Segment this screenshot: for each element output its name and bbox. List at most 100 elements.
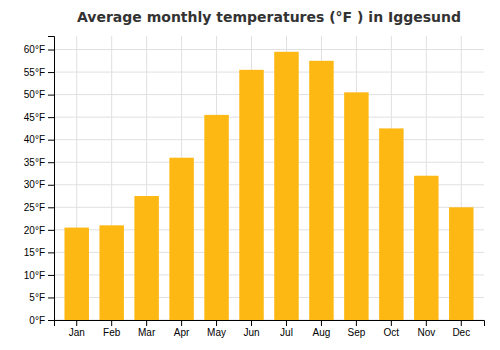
y-tick-mark bbox=[48, 140, 54, 141]
x-tick-mark bbox=[146, 320, 147, 326]
x-tick: Nov bbox=[417, 320, 435, 338]
x-tick-mark bbox=[216, 320, 217, 326]
grid-line-y bbox=[54, 117, 484, 118]
x-tick-mark bbox=[76, 320, 77, 326]
y-tick: 30°F bbox=[24, 179, 54, 190]
x-tick-label: Oct bbox=[384, 327, 400, 338]
y-tick: 10°F bbox=[24, 270, 54, 281]
y-tick: 15°F bbox=[24, 247, 54, 258]
y-tick-label: 55°F bbox=[24, 67, 45, 78]
y-tick-label: 45°F bbox=[24, 112, 45, 123]
x-tick: Dec bbox=[452, 320, 470, 338]
y-tick: 60°F bbox=[24, 44, 54, 55]
y-tick: 40°F bbox=[24, 134, 54, 145]
y-tick-label: 35°F bbox=[24, 157, 45, 168]
x-tick-mark bbox=[426, 320, 427, 326]
y-tick: 55°F bbox=[24, 67, 54, 78]
y-tick: 45°F bbox=[24, 112, 54, 123]
y-tick: 20°F bbox=[24, 225, 54, 236]
x-tick-mark bbox=[251, 320, 252, 326]
y-tick-mark bbox=[48, 252, 54, 253]
y-tick: 35°F bbox=[24, 157, 54, 168]
y-tick-label: 0°F bbox=[29, 315, 45, 326]
x-tick: Mar bbox=[138, 320, 156, 338]
bar bbox=[99, 225, 123, 320]
x-tick: Apr bbox=[174, 320, 190, 338]
x-tick-mark bbox=[391, 320, 392, 326]
x-tick-mark bbox=[356, 320, 357, 326]
bar bbox=[309, 61, 333, 320]
title: Average monthly temperatures (°F ) in Ig… bbox=[77, 9, 461, 25]
bar bbox=[414, 176, 438, 320]
x-axis: Jan Feb Mar Apr May Jun Jul Aug Sep Oct Nov Dec bbox=[55, 320, 485, 338]
y-tick-label: 20°F bbox=[24, 225, 45, 236]
y-tick-mark bbox=[48, 95, 54, 96]
x-tick-mark bbox=[181, 320, 182, 326]
bar bbox=[204, 115, 228, 320]
y-axis-line bbox=[48, 37, 55, 321]
x-tick: Feb bbox=[103, 320, 121, 338]
x-tick: Jun bbox=[243, 320, 259, 338]
y-tick-label: 40°F bbox=[24, 134, 45, 145]
x-axis-line bbox=[55, 321, 485, 327]
grid-line-y bbox=[54, 162, 484, 163]
y-tick-label: 25°F bbox=[24, 202, 45, 213]
grid-line-y bbox=[54, 49, 484, 50]
x-tick: May bbox=[207, 320, 226, 338]
chart: 0°F 5°F 10°F 15°F 20°F 25°F 30°F 35°F 40°F 45°F 50… bbox=[0, 0, 500, 350]
plot: 0°F 5°F 10°F 15°F 20°F 25°F 30°F 35°F 40°F 45°F 50… bbox=[24, 36, 485, 338]
bar bbox=[64, 228, 88, 320]
x-tick-label: Jul bbox=[280, 327, 293, 338]
bar bbox=[449, 207, 473, 320]
bar bbox=[169, 158, 193, 320]
grid-line-y bbox=[54, 72, 484, 73]
bars bbox=[64, 52, 473, 320]
y-tick-mark bbox=[48, 50, 54, 51]
x-tick-label: Apr bbox=[174, 327, 190, 338]
grid bbox=[54, 36, 484, 320]
x-tick: Sep bbox=[347, 320, 365, 338]
y-tick-mark bbox=[48, 320, 54, 321]
y-tick-mark bbox=[48, 185, 54, 186]
x-tick-label: Jun bbox=[243, 327, 259, 338]
bar bbox=[274, 52, 298, 320]
x-tick-label: Feb bbox=[103, 327, 121, 338]
y-tick-mark bbox=[48, 230, 54, 231]
y-tick: 25°F bbox=[24, 202, 54, 213]
grid-line-y bbox=[54, 139, 484, 140]
x-tick-label: May bbox=[207, 327, 226, 338]
x-tick: Jan bbox=[69, 320, 85, 338]
x-tick: Aug bbox=[313, 320, 331, 338]
x-tick-mark bbox=[321, 320, 322, 326]
x-tick: Oct bbox=[384, 320, 400, 338]
x-tick-label: Mar bbox=[138, 327, 156, 338]
bar bbox=[379, 128, 403, 320]
bar bbox=[239, 70, 263, 320]
y-tick: 0°F bbox=[29, 315, 54, 326]
x-tick: Jul bbox=[280, 320, 293, 338]
grid-line-y bbox=[54, 94, 484, 95]
y-tick-label: 50°F bbox=[24, 89, 45, 100]
x-tick-label: Jan bbox=[69, 327, 85, 338]
y-tick-mark bbox=[48, 117, 54, 118]
x-tick-mark bbox=[111, 320, 112, 326]
y-tick-mark bbox=[48, 72, 54, 73]
x-tick-mark bbox=[286, 320, 287, 326]
bar bbox=[134, 196, 158, 320]
y-tick-label: 30°F bbox=[24, 179, 45, 190]
y-axis: 0°F 5°F 10°F 15°F 20°F 25°F 30°F 35°F 40°F 45°F 50… bbox=[24, 37, 55, 326]
x-tick-mark bbox=[461, 320, 462, 326]
x-tick-label: Aug bbox=[313, 327, 331, 338]
y-tick-mark bbox=[48, 207, 54, 208]
bar bbox=[344, 92, 368, 320]
y-tick-mark bbox=[48, 275, 54, 276]
y-tick-label: 5°F bbox=[29, 292, 45, 303]
y-tick-label: 15°F bbox=[24, 247, 45, 258]
y-tick-mark bbox=[48, 162, 54, 163]
y-tick-label: 60°F bbox=[24, 44, 45, 55]
y-tick: 50°F bbox=[24, 89, 54, 100]
y-tick-mark bbox=[48, 297, 54, 298]
x-tick-label: Dec bbox=[452, 327, 470, 338]
x-tick-label: Sep bbox=[347, 327, 365, 338]
y-tick: 5°F bbox=[29, 292, 54, 303]
